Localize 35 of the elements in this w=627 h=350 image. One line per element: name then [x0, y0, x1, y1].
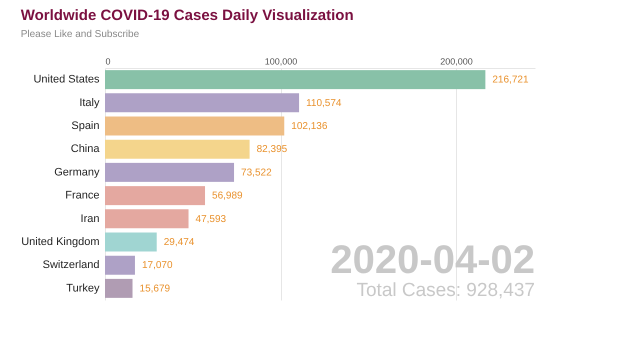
chart-title: Worldwide COVID-19 Cases Daily Visualization — [20, 7, 354, 24]
data-label: 15,679 — [140, 283, 171, 294]
y-tick-label: Iran — [80, 212, 100, 225]
bar — [105, 278, 133, 298]
bar — [105, 140, 250, 159]
data-label: 110,574 — [306, 98, 342, 109]
bar — [105, 256, 135, 275]
bar — [105, 232, 157, 252]
bar — [105, 209, 189, 228]
bar — [105, 162, 234, 182]
y-tick-label: Italy — [79, 96, 100, 109]
data-label: 73,522 — [241, 167, 272, 178]
y-tick-label: Spain — [71, 120, 100, 132]
data-label: 29,474 — [164, 237, 195, 248]
x-tick-label: 0 — [106, 56, 111, 66]
bar — [105, 186, 206, 206]
bar — [105, 116, 284, 136]
data-label: 216,721 — [492, 74, 529, 86]
y-tick-label: Switzerland — [42, 259, 100, 272]
y-tick-label: Germany — [54, 166, 100, 178]
data-label: 102,136 — [291, 121, 328, 132]
y-tick-label: France — [65, 190, 100, 202]
x-tick-label: 100,000 — [264, 56, 298, 66]
data-label: 56,989 — [212, 190, 244, 202]
y-tick-label: United Kingdom — [21, 236, 100, 248]
y-tick-label: China — [70, 143, 100, 156]
bar — [105, 70, 486, 90]
x-tick-label: 200,000 — [440, 56, 473, 66]
y-tick-label: United States — [33, 74, 100, 86]
data-label: 82,395 — [256, 144, 288, 156]
chart-subtitle: Please Like and Subscribe — [20, 29, 140, 40]
data-label: 17,070 — [142, 260, 173, 272]
bar — [105, 93, 300, 112]
data-label: 47,593 — [196, 214, 227, 225]
y-tick-label: Turkey — [66, 282, 100, 294]
